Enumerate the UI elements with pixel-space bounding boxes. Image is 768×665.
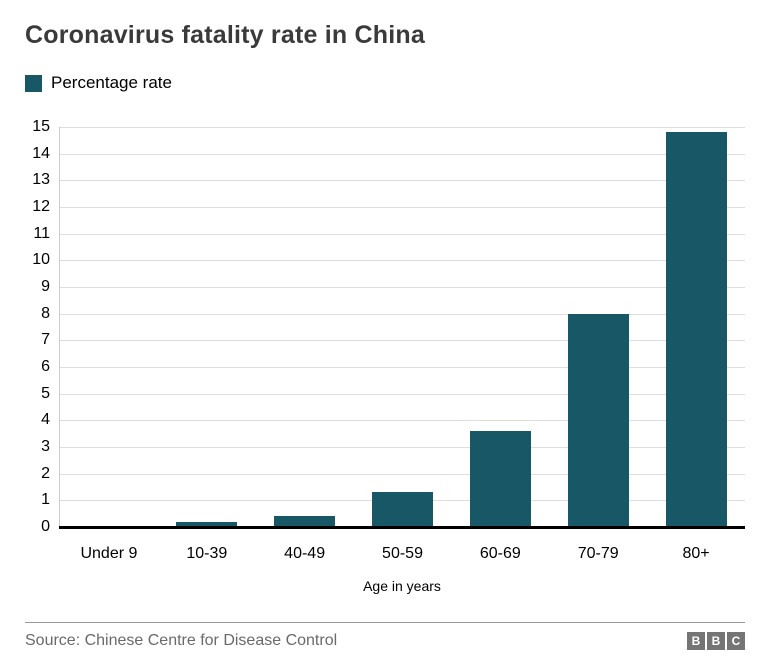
y-tick-label: 10: [32, 251, 50, 269]
y-tick-label: 3: [41, 438, 50, 455]
grid-line: [60, 180, 745, 182]
legend-swatch-icon: [25, 74, 42, 92]
grid-line: [60, 367, 745, 368]
bbc-logo-block: B: [707, 632, 725, 650]
x-axis-title: Age in years: [363, 578, 441, 594]
grid-line: [60, 207, 745, 208]
legend-label: Percentage rate: [51, 73, 172, 92]
y-tick-label: 13: [32, 171, 50, 189]
grid-line: [60, 313, 745, 315]
y-tick-label: 11: [33, 224, 50, 242]
source-text: Source: Chinese Centre for Disease Contr…: [25, 632, 338, 649]
x-tick-label: 70-79: [577, 545, 619, 562]
x-tick-label: 80+: [682, 545, 710, 562]
y-tick-label: 0: [41, 518, 50, 535]
bbc-logo: B B C: [687, 632, 745, 650]
grid-line: [60, 447, 745, 448]
legend: Percentage rate: [25, 73, 172, 93]
grid-line: [60, 153, 745, 155]
grid-line: [60, 393, 745, 395]
y-tick-label: 4: [41, 411, 50, 429]
y-tick-label: 15: [32, 118, 50, 135]
bar-40-49: [274, 516, 336, 527]
bbc-logo-block: C: [727, 632, 745, 650]
y-tick-label: 5: [41, 384, 50, 402]
bar-50-59: [372, 492, 433, 527]
y-tick-label: 12: [32, 198, 50, 215]
grid-line: [60, 260, 745, 262]
bbc-logo-block: B: [687, 632, 705, 650]
grid-line: [60, 233, 745, 235]
bar-10-39: [176, 522, 238, 527]
y-tick-label: 1: [41, 491, 50, 509]
grid-line: [60, 473, 745, 475]
x-tick-label: 60-69: [479, 545, 521, 562]
y-axis-line: [59, 127, 60, 527]
y-tick-label: 2: [41, 464, 50, 482]
x-tick-label: 50-59: [382, 545, 423, 562]
x-axis-baseline: [59, 526, 745, 529]
bar-80: [665, 132, 727, 527]
y-tick-label: 9: [41, 278, 50, 295]
y-tick-label: 6: [41, 358, 50, 375]
y-tick-label: 8: [41, 304, 50, 322]
y-tick-label: 7: [41, 331, 50, 349]
bar-70-79: [567, 314, 629, 527]
plot-area: [59, 127, 745, 529]
y-tick-label: 14: [32, 144, 50, 162]
bar-60-69: [469, 431, 531, 527]
grid-line: [60, 127, 745, 128]
grid-line: [60, 287, 745, 288]
chart-title: Coronavirus fatality rate in China: [25, 21, 425, 49]
grid-line: [60, 420, 745, 422]
grid-line: [60, 340, 745, 342]
x-tick-label: Under 9: [80, 545, 138, 562]
footer-divider: [25, 622, 745, 623]
x-tick-label: 40-49: [284, 545, 326, 562]
x-tick-label: 10-39: [186, 545, 228, 562]
